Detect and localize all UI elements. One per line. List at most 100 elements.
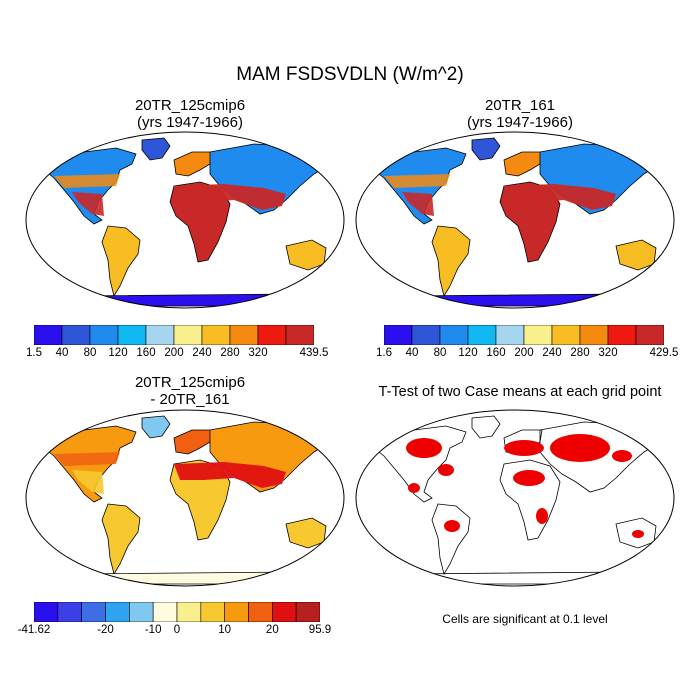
colorbar-b-label-7: 280 bbox=[570, 347, 590, 359]
colorbar-c-swatch-10 bbox=[272, 602, 297, 622]
significant-cell-4 bbox=[612, 450, 632, 462]
colorbar-b-label-2: 80 bbox=[433, 347, 447, 359]
colorbar-b-swatch-7 bbox=[579, 325, 609, 345]
colorbar-b-label-9: 429.5 bbox=[649, 347, 679, 359]
colorbar-a-swatch-7 bbox=[229, 325, 259, 345]
colorbar-c-label-1: -20 bbox=[97, 624, 114, 636]
subtropical-band bbox=[174, 462, 286, 488]
land-greenland bbox=[141, 137, 171, 161]
land-southAmerica bbox=[431, 225, 471, 298]
significant-cell-7 bbox=[536, 508, 548, 524]
colorbar-b-swatch-4 bbox=[495, 325, 525, 345]
map-panel-d bbox=[355, 409, 675, 587]
figure-title: MAM FSDSVDLN (W/m^2) bbox=[236, 64, 464, 85]
colorbar-a-label-2: 80 bbox=[83, 347, 97, 359]
colorbar-a-label-1: 40 bbox=[55, 347, 69, 359]
land-europe bbox=[173, 429, 213, 455]
colorbar-a-swatch-2 bbox=[89, 325, 119, 345]
colorbar-b-labels: 1.6 40 80 120 160 200 240 280 320 429.5 bbox=[376, 347, 678, 363]
colorbar-c-swatch-3 bbox=[105, 602, 130, 622]
colorbar-c-swatch-5 bbox=[152, 602, 178, 622]
panel-b-title: 20TR_161 (yrs 1947-1966) bbox=[360, 97, 680, 131]
colorbar-a-swatch-5 bbox=[173, 325, 203, 345]
coast-southAmerica bbox=[431, 503, 471, 576]
colorbar-c-swatch-6 bbox=[176, 602, 202, 622]
midlatitude-band bbox=[54, 174, 120, 188]
colorbar-a-swatch-0 bbox=[34, 325, 63, 345]
map-outline bbox=[25, 409, 345, 587]
coast-greenland bbox=[471, 415, 501, 439]
colorbar-c bbox=[34, 602, 320, 622]
colorbar-a-label-4: 160 bbox=[136, 347, 156, 359]
colorbar-b-label-1: 40 bbox=[405, 347, 419, 359]
colorbar-a-swatch-8 bbox=[257, 325, 287, 345]
colorbar-c-label-4: 10 bbox=[218, 624, 232, 636]
subtropical-band bbox=[174, 184, 286, 210]
colorbar-c-swatch-4 bbox=[129, 602, 154, 622]
colorbar-a bbox=[34, 325, 314, 345]
significant-cell-2 bbox=[504, 440, 544, 456]
colorbar-c-swatch-7 bbox=[200, 602, 225, 622]
colorbar-a-label-8: 320 bbox=[248, 347, 268, 359]
colorbar-c-label-6: 95.9 bbox=[308, 624, 332, 636]
colorbar-b-swatch-8 bbox=[607, 325, 637, 345]
colorbar-a-label-3: 120 bbox=[108, 347, 128, 359]
colorbar-c-labels: -41.62 -20 -10 0 10 20 95.9 bbox=[18, 624, 332, 640]
colorbar-a-label-5: 200 bbox=[164, 347, 184, 359]
colorbar-c-swatch-0 bbox=[34, 602, 59, 622]
panel-c-title: 20TR_125cmip6 - 20TR_161 bbox=[30, 374, 350, 408]
colorbar-b-swatch-3 bbox=[467, 325, 497, 345]
land-greenland bbox=[471, 137, 501, 161]
map-panel-b bbox=[355, 131, 675, 309]
colorbar-b-swatch-6 bbox=[551, 325, 581, 345]
colorbar-c-swatch-9 bbox=[248, 602, 273, 622]
significant-cell-0 bbox=[406, 438, 442, 458]
colorbar-c-label-0: -41.62 bbox=[17, 624, 51, 636]
panel-c-title-line2: - 20TR_161 bbox=[150, 391, 230, 408]
colorbar-a-label-6: 240 bbox=[192, 347, 212, 359]
midlatitude-band bbox=[384, 174, 450, 188]
colorbar-c-swatch-11 bbox=[295, 602, 320, 622]
map-outline bbox=[355, 409, 675, 587]
colorbar-b-label-8: 320 bbox=[598, 347, 618, 359]
midlatitude-band bbox=[54, 452, 120, 466]
colorbar-a-swatch-3 bbox=[117, 325, 147, 345]
land-southAmerica bbox=[101, 225, 141, 298]
colorbar-b-swatch-5 bbox=[523, 325, 553, 345]
central-america-band bbox=[72, 192, 104, 216]
significant-cell-8 bbox=[632, 530, 644, 538]
map-panel-a bbox=[25, 131, 345, 309]
colorbar-a-label-0: 1.5 bbox=[26, 347, 42, 359]
significant-cell-6 bbox=[444, 520, 460, 532]
significant-cell-5 bbox=[513, 470, 545, 486]
colorbar-c-swatch-1 bbox=[57, 602, 82, 622]
coast-northAmerica bbox=[373, 425, 467, 503]
map-panel-c bbox=[25, 409, 345, 587]
central-america-band bbox=[402, 192, 434, 216]
panel-a-title: 20TR_125cmip6 (yrs 1947-1966) bbox=[30, 97, 350, 131]
colorbar-a-swatch-6 bbox=[201, 325, 231, 345]
coast-africa bbox=[499, 459, 561, 541]
colorbar-b-label-4: 160 bbox=[486, 347, 506, 359]
significance-note: Cells are significant at 0.1 level bbox=[442, 612, 608, 626]
panel-a-title-line2: (yrs 1947-1966) bbox=[137, 114, 243, 131]
panel-c-title-line1: 20TR_125cmip6 bbox=[134, 374, 246, 391]
colorbar-b-label-6: 240 bbox=[542, 347, 562, 359]
panel-a-title-line1: 20TR_125cmip6 bbox=[134, 97, 246, 114]
land-greenland bbox=[141, 415, 171, 439]
colorbar-c-label-3: 0 bbox=[173, 624, 181, 636]
land-europe bbox=[503, 151, 543, 177]
colorbar-c-label-2: -10 bbox=[144, 624, 162, 636]
map-outline bbox=[355, 131, 675, 309]
colorbar-b-swatch-0 bbox=[384, 325, 413, 345]
colorbar-a-swatch-4 bbox=[145, 325, 175, 345]
colorbar-c-label-5: 20 bbox=[265, 624, 279, 636]
colorbar-a-label-9: 439.5 bbox=[299, 347, 329, 359]
colorbar-c-swatch-8 bbox=[224, 602, 249, 622]
colorbar-b-label-5: 200 bbox=[514, 347, 534, 359]
land-southAmerica bbox=[101, 503, 141, 576]
map-outline bbox=[25, 131, 345, 309]
central-america-band bbox=[72, 470, 104, 494]
significant-cell-3 bbox=[550, 434, 610, 462]
colorbar-b-swatch-1 bbox=[411, 325, 441, 345]
